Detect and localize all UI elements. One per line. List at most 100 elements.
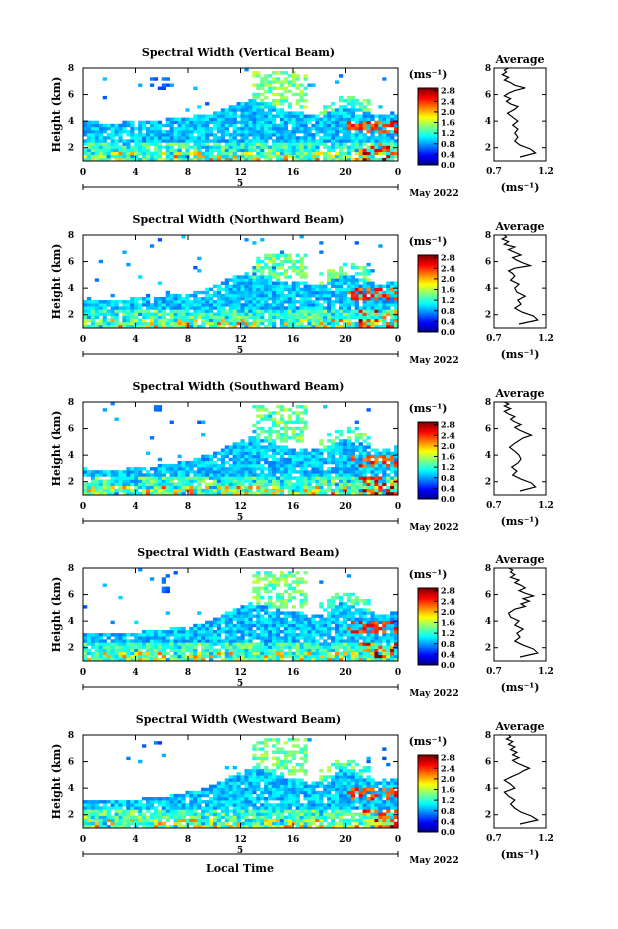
- heatmap-cell: [165, 290, 170, 295]
- heatmap-cell: [185, 300, 190, 304]
- heatmap-cell: [311, 290, 316, 295]
- heatmap-cell: [287, 266, 292, 270]
- heatmap-cell: [354, 126, 359, 131]
- heatmap-cell: [232, 105, 237, 109]
- heatmap-cell: [161, 651, 166, 656]
- heatmap-cell: [83, 309, 88, 313]
- heatmap-cell: [134, 485, 139, 490]
- heatmap-cell: [138, 312, 143, 316]
- heatmap-cell: [228, 157, 233, 162]
- heatmap-cell: [327, 126, 332, 131]
- heatmap-cell: [275, 71, 281, 75]
- heatmap-cell: [98, 324, 103, 329]
- heatmap-cell: [291, 636, 296, 640]
- heatmap-cell: [153, 479, 159, 483]
- heatmap-cell: [342, 123, 348, 128]
- heatmap-cell: [319, 439, 324, 443]
- colorbar-swatch: [418, 101, 438, 104]
- heatmap-cell: [354, 281, 359, 285]
- heatmap-cell: [201, 318, 206, 323]
- heatmap-cell: [220, 464, 226, 468]
- heatmap-cell: [252, 614, 257, 618]
- heatmap-cell: [311, 284, 316, 288]
- heatmap-cell: [209, 482, 214, 486]
- heatmap-cell: [110, 648, 115, 652]
- x-tick-label: 8: [185, 335, 191, 345]
- heatmap-cell: [134, 315, 139, 319]
- heatmap-cell: [299, 429, 304, 434]
- heatmap-cell: [146, 297, 151, 301]
- heatmap-cell: [216, 318, 222, 323]
- colorbar-tick-label: 0.4: [441, 149, 455, 159]
- heatmap-cell: [299, 485, 304, 490]
- heatmap-cell: [338, 105, 344, 109]
- heatmap-cell: [256, 485, 261, 490]
- heatmap-cell: [94, 636, 100, 640]
- heatmap-cell: [295, 148, 300, 152]
- heatmap-cell: [315, 157, 320, 162]
- heatmap-cell: [362, 136, 367, 140]
- heatmap-cell: [275, 451, 281, 455]
- heatmap-cell: [342, 108, 348, 112]
- heatmap-cell: [315, 126, 320, 131]
- heatmap-cell: [118, 123, 123, 128]
- heatmap-cell: [126, 151, 131, 156]
- heatmap-cell: [220, 293, 226, 298]
- heatmap-cell: [256, 312, 261, 316]
- heatmap-cell: [118, 321, 123, 326]
- heatmap-cell: [220, 614, 226, 618]
- heatmap-cell: [165, 139, 170, 143]
- heatmap-cell: [279, 108, 285, 112]
- heatmap-cell: [291, 626, 296, 631]
- heatmap-cell: [157, 148, 163, 152]
- heatmap-cell: [338, 114, 344, 118]
- heatmap-cell: [346, 633, 352, 637]
- heatmap-cell: [138, 324, 143, 329]
- heatmap-cell: [173, 476, 178, 480]
- heatmap-cell: [291, 491, 296, 496]
- colorbar-tick-label: 1.2: [441, 128, 455, 138]
- heatmap-cell: [149, 491, 155, 496]
- heatmap-cell: [209, 297, 214, 301]
- heatmap-cell: [212, 318, 218, 323]
- heatmap-cell: [153, 312, 159, 316]
- heatmap-cell: [232, 133, 237, 137]
- heatmap-cell: [370, 133, 375, 137]
- heatmap-cell: [153, 651, 159, 656]
- heatmap-cell: [272, 648, 277, 652]
- heatmap-cell: [299, 89, 304, 94]
- heatmap-cell: [283, 460, 289, 465]
- heatmap-cell: [358, 272, 363, 276]
- heatmap-cell: [224, 145, 229, 149]
- heatmap-cell: [331, 303, 336, 307]
- heatmap-cell: [279, 417, 285, 421]
- heatmap-cell: [185, 120, 190, 125]
- heatmap-cell: [268, 312, 273, 316]
- heatmap-cell: [153, 470, 159, 474]
- heatmap-cell: [382, 491, 387, 496]
- heatmap-cell: [149, 648, 155, 652]
- heatmap-cell: [236, 636, 241, 640]
- heatmap-cell: [110, 145, 115, 149]
- heatmap-cell: [382, 300, 387, 304]
- heatmap-cell: [173, 645, 178, 649]
- heatmap-cell: [307, 120, 312, 125]
- heatmap-cell: [295, 482, 300, 486]
- heatmap-cell: [346, 133, 352, 137]
- heatmap-cell: [118, 151, 123, 156]
- heatmap-cell: [252, 479, 257, 483]
- heatmap-cell: [232, 626, 237, 631]
- heatmap-cell: [83, 491, 88, 496]
- heatmap-cell: [130, 136, 135, 140]
- heatmap-cell: [138, 491, 143, 496]
- colorbar-swatch: [418, 276, 438, 279]
- heatmap-cell: [177, 123, 182, 128]
- heatmap-cell: [86, 318, 92, 323]
- heatmap-cell: [256, 309, 261, 313]
- heatmap-cell: [346, 448, 352, 452]
- heatmap-cell: [390, 145, 395, 149]
- panel-2: Spectral Width (Northward Beam)2468Heigh…: [50, 213, 459, 366]
- heatmap-cell: [193, 470, 198, 474]
- heatmap-cell: [358, 102, 363, 106]
- heatmap-cell: [303, 623, 308, 628]
